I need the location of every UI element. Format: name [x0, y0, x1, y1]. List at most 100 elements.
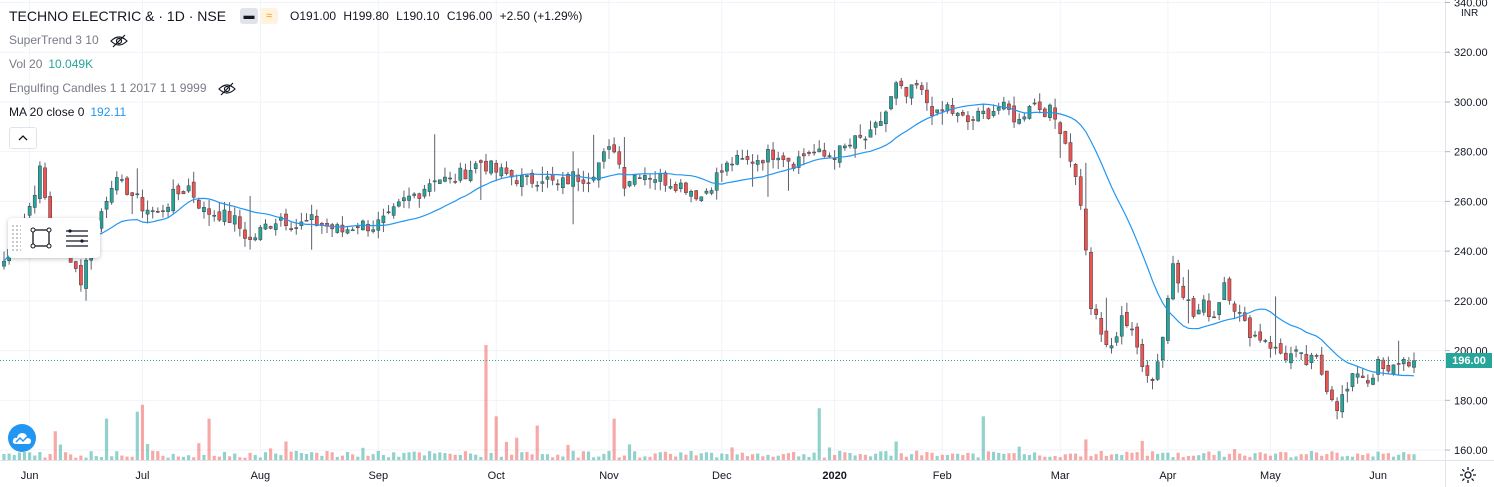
time-tick-label: Feb [933, 470, 952, 482]
price-axis[interactable]: 160.00180.00200.00220.00240.00260.00280.… [1445, 0, 1488, 457]
candle-body [781, 155, 786, 160]
candle-body [796, 156, 801, 168]
volume-bar [822, 457, 826, 460]
candle-body [617, 151, 622, 165]
volume-bar [1058, 457, 1062, 460]
candle-body [878, 121, 883, 126]
candle-body [914, 83, 919, 86]
volume-bar [284, 441, 288, 460]
candle-body [525, 175, 529, 177]
candle-body [1386, 365, 1391, 372]
volume-bar [520, 452, 524, 460]
candle-body [514, 180, 519, 185]
volume-bar [586, 451, 591, 460]
tradingview-cloud-icon[interactable] [8, 424, 36, 452]
volume-bar [381, 455, 386, 460]
volume-bar [720, 453, 724, 460]
ma-legend[interactable]: MA 20 close 0 192.11 [9, 105, 126, 119]
candle-body [386, 211, 391, 214]
volume-bar [484, 345, 488, 460]
volume-bar [104, 418, 109, 460]
volume-bar [612, 418, 616, 460]
symbol-title[interactable]: TECHNO ELECTRIC & · 1D · NSE [9, 8, 227, 24]
candle-body [909, 84, 914, 99]
candle-body [725, 162, 729, 172]
candle-body [248, 236, 252, 240]
candle-body [1196, 309, 1201, 315]
floating-drawing-toolbar[interactable] [8, 218, 100, 258]
eye-off-icon[interactable] [217, 82, 236, 96]
candle-body [822, 150, 827, 157]
volume-bar [679, 452, 683, 460]
candle-body [1032, 102, 1037, 105]
rectangle-tool-button[interactable] [25, 222, 57, 254]
candle-body [1130, 328, 1134, 331]
minimize-icon[interactable]: ▬ [240, 8, 259, 24]
volume-bar [48, 454, 52, 460]
candle-body [1078, 176, 1083, 206]
candle-body [1340, 394, 1345, 413]
volume-bars [2, 345, 1416, 460]
candle-body [766, 149, 770, 163]
candle-body [1201, 299, 1206, 313]
candle-body [1324, 370, 1329, 392]
volume-bar [853, 455, 857, 460]
eye-off-icon[interactable] [110, 34, 128, 48]
volume-bar [715, 457, 719, 460]
settings-lines-button[interactable] [61, 222, 93, 254]
engulfing-legend[interactable]: Engulfing Candles 1 1 2017 1 1 9999 [9, 81, 236, 96]
candle-body [1371, 377, 1375, 385]
volume-bar [233, 453, 237, 460]
candle-body [1186, 299, 1191, 301]
candle-body [1304, 354, 1309, 366]
candle-body [243, 229, 247, 239]
volume-bar [1325, 454, 1329, 460]
candle-body [1104, 330, 1109, 345]
volume-bar [463, 451, 468, 460]
candle-body [202, 207, 206, 212]
candle-body [540, 181, 545, 184]
candle-body [222, 209, 227, 222]
volume-legend[interactable]: Vol 20 10.049K [9, 57, 93, 71]
candle-body [1278, 343, 1283, 354]
volume-bar [556, 454, 560, 460]
volume-bar [684, 454, 688, 460]
candle-body [566, 173, 570, 185]
volume-bar [1402, 452, 1406, 460]
volume-bar [289, 451, 293, 460]
volume-bar [1253, 453, 1257, 460]
volume-bar [1284, 452, 1288, 460]
candle-body [1381, 359, 1386, 369]
candle-body [145, 209, 150, 215]
candle-body [991, 111, 996, 116]
volume-bar [1248, 456, 1252, 460]
candle-body [1309, 354, 1314, 363]
candle-body [668, 186, 673, 189]
volume-bar [427, 451, 432, 460]
gear-icon[interactable] [1458, 465, 1478, 485]
volume-bar [433, 453, 437, 460]
volume-bar [674, 456, 678, 460]
candle-body [289, 228, 293, 230]
volume-bar [1079, 456, 1083, 460]
candle-body [622, 167, 627, 189]
candle-body [1222, 282, 1227, 300]
supertrend-legend[interactable]: SuperTrend 3 10 [9, 33, 128, 48]
drag-handle[interactable] [11, 224, 21, 252]
time-axis[interactable]: Jun Jul Aug Sep Oct Nov Dec 2020 Feb Mar Apr May Jun [21, 470, 1387, 482]
candle-body [755, 160, 760, 165]
volume-bar [386, 457, 391, 460]
last-price-tag: 196.00 [1446, 353, 1492, 369]
volume-bar [320, 455, 324, 460]
collapse-legend-button[interactable] [9, 127, 37, 149]
candle-body [1330, 389, 1334, 400]
volume-bar [781, 454, 785, 460]
ma-label: MA 20 close 0 [9, 105, 85, 119]
candle-body [694, 190, 699, 200]
volume-bar [771, 456, 775, 460]
compare-icon[interactable]: ≈ [260, 8, 279, 24]
volume-bar [304, 454, 309, 460]
volume-bar [325, 451, 329, 460]
volume-bar [633, 451, 637, 460]
